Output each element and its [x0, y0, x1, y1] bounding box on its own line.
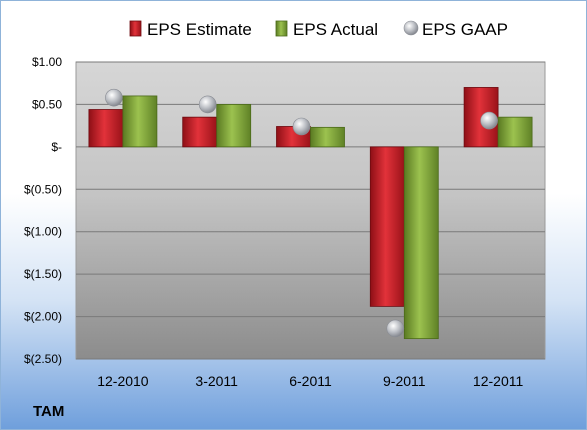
bar-eps-estimate — [182, 116, 218, 148]
bar-eps-actual — [310, 126, 345, 148]
y-tick-label: $- — [51, 140, 62, 154]
bar-eps-estimate — [88, 109, 124, 148]
x-tick-label: 3-2011 — [195, 373, 238, 389]
marker-eps-gaap — [480, 111, 498, 130]
y-tick-label: $(1.50) — [24, 267, 62, 281]
x-tick-label: 12-2011 — [473, 373, 524, 389]
bar-eps-actual — [216, 104, 252, 148]
legend-swatch-actual — [275, 20, 288, 37]
marker-eps-gaap — [105, 88, 123, 107]
x-tick-label: 12-2010 — [97, 373, 149, 389]
marker-eps-gaap — [198, 95, 217, 114]
bar-eps-actual — [497, 116, 533, 148]
y-tick-label: $(0.50) — [24, 182, 62, 196]
legend-label: EPS Actual — [293, 20, 378, 39]
marker-eps-gaap — [386, 319, 405, 338]
bar-eps-actual — [122, 95, 158, 148]
y-tick-label: $(1.00) — [24, 225, 62, 239]
legend-swatch-gaap — [403, 20, 419, 36]
x-tick-label: 9-2011 — [383, 373, 426, 389]
y-tick-label: $(2.00) — [24, 310, 62, 324]
legend-label: EPS GAAP — [422, 20, 508, 39]
y-tick-label: $(2.50) — [24, 352, 62, 366]
legend-label: EPS Estimate — [147, 20, 252, 39]
legend-swatch-estimate — [129, 20, 142, 37]
bar-eps-actual — [403, 146, 439, 340]
bar-eps-estimate — [369, 146, 405, 307]
y-tick-label: $0.50 — [32, 97, 62, 111]
marker-eps-gaap — [292, 117, 311, 136]
y-tick-label: $1.00 — [32, 55, 62, 69]
x-tick-label: 6-2011 — [289, 373, 332, 389]
ticker-label: TAM — [33, 403, 64, 420]
